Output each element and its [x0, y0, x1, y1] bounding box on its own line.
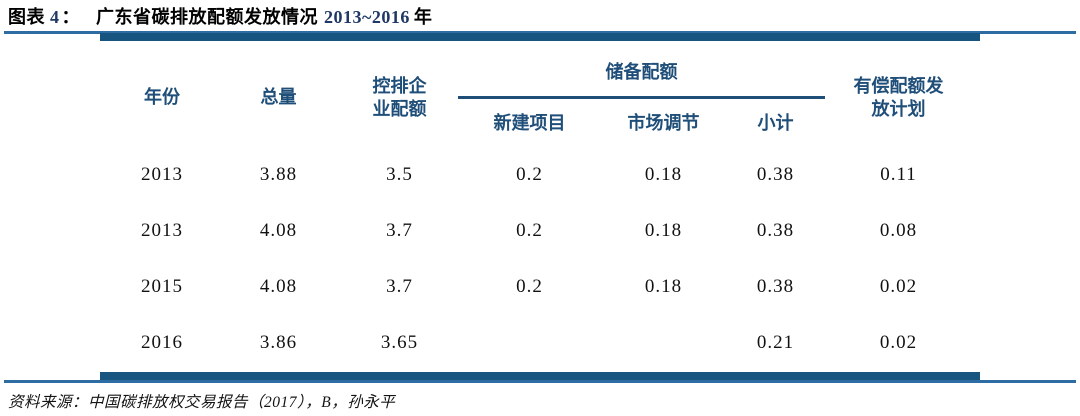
year-cell: 2015 [141, 276, 183, 297]
new-projects-cell [458, 315, 601, 371]
title-divider-rule [0, 30, 1080, 43]
paid-plan-cell: 0.02 [879, 276, 918, 297]
col-header-paid-plan: 有偿配额发放计划 [825, 48, 972, 147]
col-header-new-projects: 新建项目 [493, 112, 566, 133]
figure-label: 图表 [8, 7, 45, 27]
new-projects-cell: 0.2 [516, 164, 543, 185]
year-cell: 2013 [141, 220, 183, 241]
figure-year-range: 2013~2016 [324, 7, 410, 27]
new-projects-cell: 0.2 [516, 220, 543, 241]
divider-thin-line [4, 380, 1076, 383]
controlled-quota-cell: 3.5 [386, 164, 413, 185]
col-header-paid-plan-label: 有偿配额发放计划 [853, 76, 944, 119]
subtotal-cell: 0.38 [756, 276, 795, 297]
total-cell: 3.86 [259, 332, 298, 353]
col-header-controlled-quota: 控排企业配额 [341, 48, 458, 147]
year-cell: 2016 [141, 332, 183, 353]
paid-plan-cell: 0.02 [879, 332, 918, 353]
paid-plan-cell: 0.08 [879, 220, 918, 241]
col-header-subtotal: 小计 [757, 112, 794, 133]
subtotal-cell: 0.38 [756, 164, 795, 185]
table-row: 2016 3.86 3.65 0.21 0.02 [108, 315, 972, 371]
divider-thick-line [100, 372, 980, 380]
subtotal-cell: 0.21 [756, 332, 795, 353]
controlled-quota-cell: 3.7 [386, 276, 413, 297]
total-cell: 3.88 [259, 164, 298, 185]
figure-colon: ： [61, 7, 80, 27]
footer-divider-rule [0, 372, 1080, 385]
figure-title: 图表 4： 广东省碳排放配额发放情况 2013~2016 年 [8, 3, 432, 29]
subtotal-cell: 0.38 [756, 220, 795, 241]
new-projects-cell: 0.2 [516, 276, 543, 297]
divider-thick-line [100, 33, 980, 41]
col-header-controlled-quota-label: 控排企业配额 [372, 76, 427, 119]
total-cell: 4.08 [259, 276, 298, 297]
total-cell: 4.08 [259, 220, 298, 241]
col-header-market-adjustment: 市场调节 [627, 112, 700, 133]
quota-allocation-table: 年份 总量 控排企业配额 储备配额 有偿配额发放计划 新建项目 市场调节 小计 … [108, 48, 972, 371]
controlled-quota-cell: 3.7 [386, 220, 413, 241]
market-adjustment-cell: 0.18 [644, 220, 683, 241]
col-header-total: 总量 [260, 87, 297, 108]
market-adjustment-cell: 0.18 [644, 276, 683, 297]
divider-thin-line [4, 31, 1076, 34]
figure-title-suffix: 年 [413, 7, 433, 27]
data-source-note: 资料来源：中国碳排放权交易报告（2017），B，孙永平 [8, 394, 396, 411]
market-adjustment-cell [601, 315, 726, 371]
controlled-quota-cell: 3.65 [380, 332, 419, 353]
table-row: 2015 4.08 3.7 0.2 0.18 0.38 0.02 [108, 259, 972, 315]
col-header-year: 年份 [144, 87, 180, 108]
figure-title-text: 广东省碳排放配额发放情况 [96, 7, 318, 27]
figure-number: 4 [50, 7, 60, 27]
paid-plan-cell: 0.11 [880, 164, 917, 185]
table-row: 2013 3.88 3.5 0.2 0.18 0.38 0.11 [108, 147, 972, 203]
table-row: 2013 4.08 3.7 0.2 0.18 0.38 0.08 [108, 203, 972, 259]
year-cell: 2013 [141, 164, 183, 185]
col-header-reserve-group: 储备配额 [458, 48, 825, 99]
market-adjustment-cell: 0.18 [644, 164, 683, 185]
